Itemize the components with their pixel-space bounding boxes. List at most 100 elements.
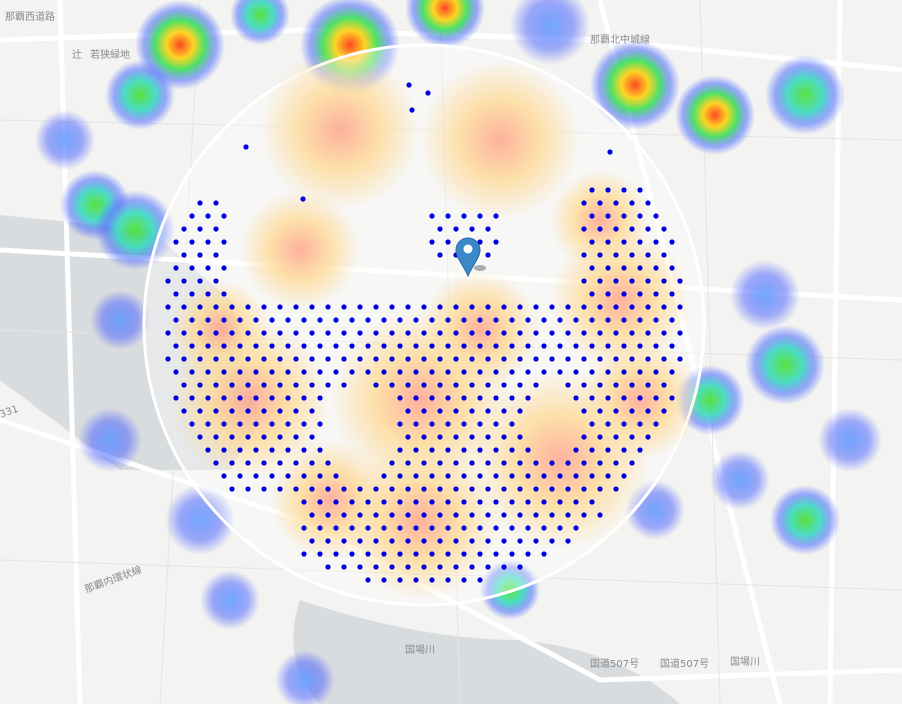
point (405, 434, 411, 440)
point (197, 278, 203, 284)
point (437, 486, 443, 492)
point (301, 369, 307, 375)
heat-blob (260, 50, 420, 210)
point (405, 460, 411, 466)
point (525, 551, 531, 557)
point (557, 369, 563, 375)
point (213, 226, 219, 232)
point (645, 330, 651, 336)
point (317, 421, 323, 427)
point (621, 317, 627, 323)
point (357, 538, 363, 544)
point (605, 447, 611, 453)
point (493, 421, 499, 427)
point (597, 330, 603, 336)
point (637, 369, 643, 375)
point (669, 265, 675, 271)
point (205, 239, 211, 245)
point (261, 434, 267, 440)
point (189, 369, 195, 375)
point (229, 408, 235, 414)
point (581, 512, 587, 518)
point (213, 330, 219, 336)
point (425, 90, 431, 96)
point (453, 356, 459, 362)
point (501, 382, 507, 388)
point (493, 317, 499, 323)
point (229, 330, 235, 336)
point (565, 512, 571, 518)
point (253, 473, 259, 479)
point (629, 330, 635, 336)
point (589, 187, 595, 193)
point (637, 239, 643, 245)
point (405, 538, 411, 544)
point (197, 356, 203, 362)
heat-blob (165, 485, 235, 555)
point (429, 473, 435, 479)
point (173, 395, 179, 401)
point (325, 330, 331, 336)
point (397, 447, 403, 453)
point (445, 369, 451, 375)
point (229, 304, 235, 310)
point (597, 356, 603, 362)
point (389, 356, 395, 362)
point (365, 525, 371, 531)
point (605, 473, 611, 479)
point (461, 473, 467, 479)
point (197, 304, 203, 310)
point (389, 538, 395, 544)
point (581, 356, 587, 362)
heatmap-inner (170, 50, 700, 600)
point (517, 356, 523, 362)
point (261, 304, 267, 310)
point (293, 434, 299, 440)
point (629, 226, 635, 232)
point (197, 200, 203, 206)
point (469, 564, 475, 570)
point (421, 460, 427, 466)
point (397, 395, 403, 401)
point (621, 187, 627, 193)
heat-blob (770, 485, 840, 555)
point (501, 330, 507, 336)
point (181, 226, 187, 232)
point (165, 356, 171, 362)
point (525, 447, 531, 453)
point (381, 369, 387, 375)
point (677, 356, 683, 362)
point (197, 408, 203, 414)
point (221, 265, 227, 271)
point (573, 343, 579, 349)
point (181, 408, 187, 414)
point (309, 304, 315, 310)
point (269, 395, 275, 401)
point (621, 343, 627, 349)
point (613, 408, 619, 414)
point (517, 330, 523, 336)
point (301, 317, 307, 323)
point (549, 460, 555, 466)
point (253, 421, 259, 427)
point (581, 330, 587, 336)
point (477, 551, 483, 557)
point (221, 447, 227, 453)
point (437, 512, 443, 518)
point (261, 486, 267, 492)
point (469, 226, 475, 232)
point (517, 512, 523, 518)
point (205, 265, 211, 271)
point (477, 395, 483, 401)
point (509, 447, 515, 453)
point (293, 304, 299, 310)
point (213, 382, 219, 388)
point (413, 473, 419, 479)
point (485, 330, 491, 336)
point (277, 434, 283, 440)
map-label: 国道507号 (660, 657, 709, 670)
map-label: 那覇内環状線 (83, 563, 144, 596)
location-marker[interactable] (455, 237, 486, 278)
point (421, 538, 427, 544)
